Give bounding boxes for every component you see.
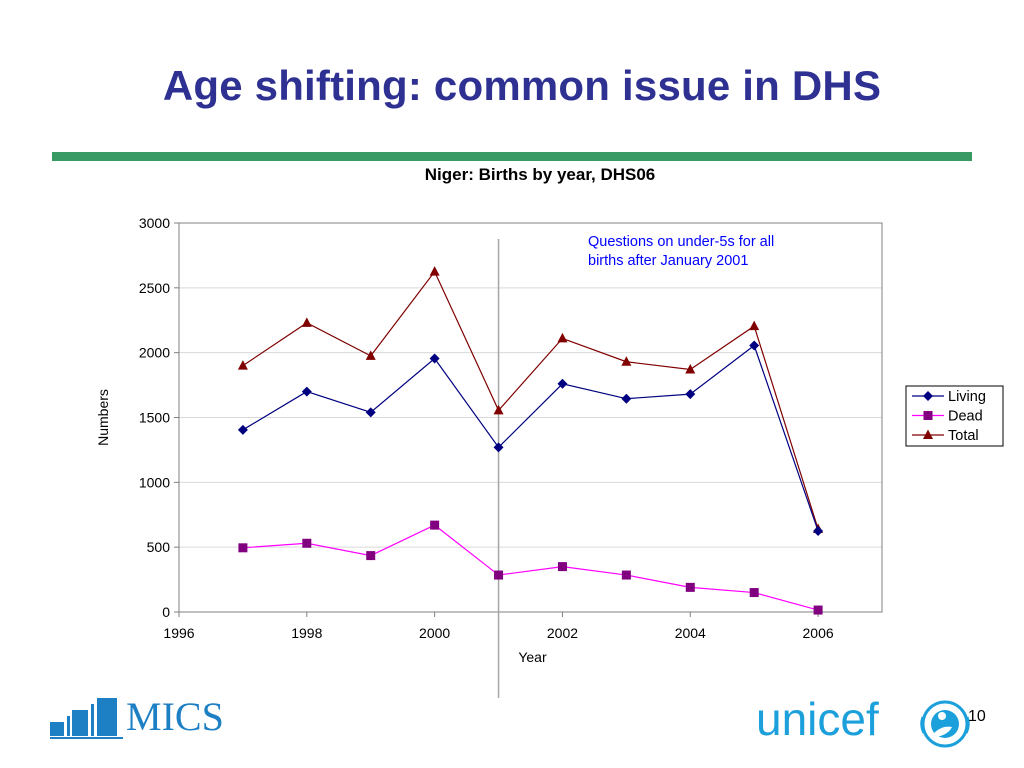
- title-divider: [52, 152, 972, 161]
- data-point-total: [237, 360, 248, 370]
- y-axis-label: Numbers: [95, 389, 111, 446]
- data-point-total: [749, 320, 760, 331]
- x-tick-label: 2006: [803, 625, 834, 641]
- data-point-dead: [494, 570, 504, 580]
- data-point-total: [493, 404, 504, 415]
- x-tick-label: 2000: [419, 625, 450, 641]
- y-tick-label: 2000: [139, 345, 170, 361]
- legend-label-living: Living: [948, 389, 986, 405]
- legend-marker-total: [923, 429, 933, 439]
- data-point-dead: [302, 538, 312, 548]
- data-point-living: [237, 424, 248, 435]
- chart-title: Niger: Births by year, DHS06: [424, 165, 656, 184]
- y-tick-label: 2500: [139, 280, 170, 296]
- data-point-total: [301, 317, 312, 327]
- data-point-living: [365, 407, 376, 418]
- legend-label-total: Total: [948, 428, 979, 444]
- data-point-dead: [749, 588, 759, 598]
- data-point-total: [365, 350, 376, 360]
- data-point-living: [685, 389, 696, 400]
- y-tick-label: 3000: [139, 215, 170, 231]
- bar-steps-icon: [50, 698, 123, 739]
- y-tick-label: 500: [147, 539, 171, 555]
- data-point-dead: [238, 543, 248, 553]
- data-point-living: [557, 378, 568, 389]
- y-tick-label: 1500: [139, 410, 170, 426]
- annotation-line: Questions on under-5s for all: [588, 234, 774, 250]
- data-point-living: [429, 353, 440, 364]
- y-tick-label: 1000: [139, 474, 170, 490]
- data-point-living: [301, 386, 312, 397]
- data-point-living: [621, 393, 632, 404]
- data-point-living: [493, 442, 504, 453]
- series-line-dead: [242, 524, 819, 611]
- series-line-living: [242, 344, 819, 532]
- data-point-dead: [366, 551, 376, 561]
- unicef-emblem-icon: [920, 700, 970, 748]
- data-point-dead: [621, 570, 631, 580]
- x-tick-label: 2004: [675, 625, 706, 641]
- x-tick-label: 1998: [291, 625, 322, 641]
- annotation-line: births after January 2001: [588, 253, 748, 269]
- series-line-total: [242, 270, 819, 530]
- data-point-living: [749, 340, 760, 351]
- data-point-total: [429, 266, 440, 276]
- legend-label-dead: Dead: [948, 409, 983, 425]
- data-point-dead: [685, 582, 695, 592]
- legend-marker-living: [923, 391, 933, 401]
- x-tick-label: 2002: [547, 625, 578, 641]
- data-point-dead: [430, 520, 440, 530]
- data-point-total: [621, 356, 632, 366]
- data-point-total: [557, 332, 568, 343]
- x-tick-label: 1996: [163, 625, 194, 641]
- data-point-total: [685, 364, 696, 374]
- data-point-dead: [557, 562, 567, 572]
- data-point-living: [813, 525, 824, 536]
- data-point-dead: [813, 605, 823, 615]
- slide-title: Age shifting: common issue in DHS: [162, 62, 882, 109]
- unicef-logo-text: unicef: [756, 693, 879, 745]
- mics-logo-text: MICS: [126, 694, 224, 739]
- legend-marker-dead: [923, 411, 933, 420]
- x-axis-label: Year: [518, 649, 547, 665]
- y-tick-label: 0: [162, 604, 170, 620]
- page-number: 10: [968, 708, 986, 725]
